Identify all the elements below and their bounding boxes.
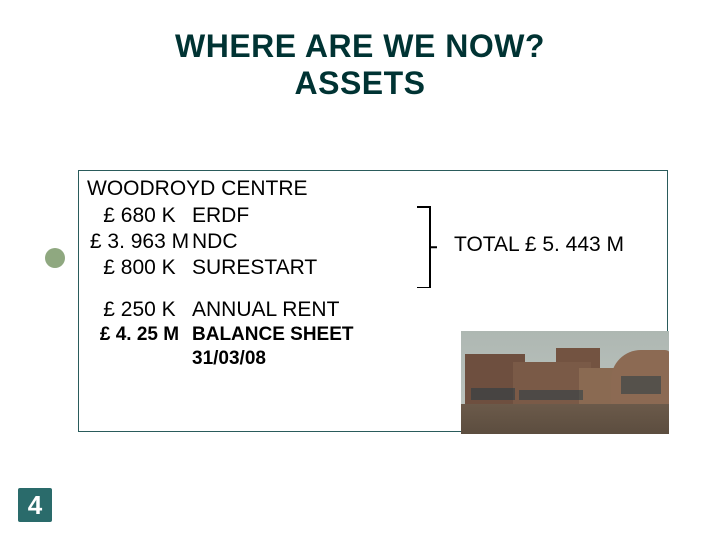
funding-row-erdf: £ 680 K ERDF [79,203,667,229]
label-ndc: NDC [192,230,238,254]
centre-heading: WOODROYD CENTRE [87,177,308,201]
total-value: £ 5. 443 M [525,233,624,256]
bullet-dot-icon [45,248,65,268]
centre-heading-row: WOODROYD CENTRE [79,171,667,203]
building-photo [461,331,669,434]
label-surestart: SURESTART [192,256,317,280]
funding-row-surestart: £ 800 K SURESTART [79,255,667,281]
page-number: 4 [18,488,52,522]
amount-rent: £ 250 K [87,298,192,322]
amount-surestart: £ 800 K [87,256,192,280]
total-label: TOTAL £ 5. 443 M [454,233,624,257]
title-line1: WHERE ARE WE NOW? [0,28,720,65]
slide-title: WHERE ARE WE NOW? ASSETS [0,28,720,102]
label-erdf: ERDF [192,204,249,228]
total-prefix: TOTAL [454,233,519,256]
amount-balance: £ 4. 25 M [87,324,192,346]
slide: WHERE ARE WE NOW? ASSETS WOODROYD CENTRE… [0,0,720,540]
balance-date: 31/03/08 [192,348,266,370]
bracket-icon [417,206,435,288]
amount-erdf: £ 680 K [87,204,192,228]
label-balance: BALANCE SHEET [192,324,354,346]
content-box: WOODROYD CENTRE £ 680 K ERDF £ 3. 963 M … [78,170,668,432]
label-rent: ANNUAL RENT [192,298,339,322]
amount-ndc: £ 3. 963 M [87,230,192,254]
rent-row: £ 250 K ANNUAL RENT [79,297,667,323]
title-line2: ASSETS [0,65,720,102]
